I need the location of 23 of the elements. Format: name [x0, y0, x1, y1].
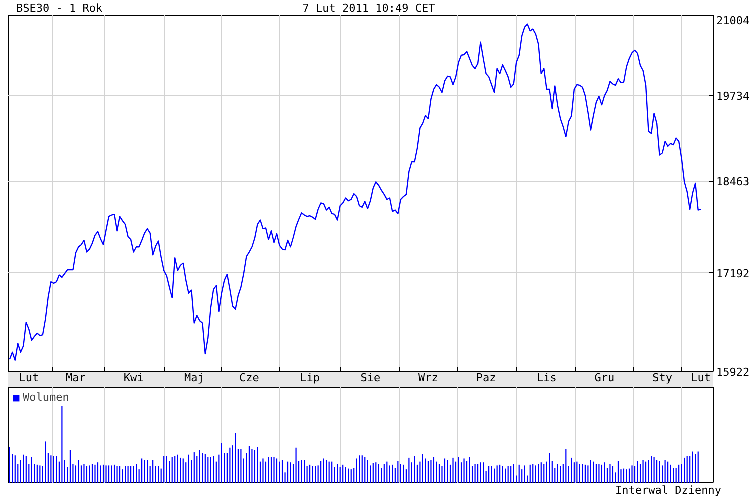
text: Interwal Dzienny	[616, 484, 722, 497]
x-tick-label: Sie	[360, 372, 381, 384]
x-tick-label: Sty	[652, 372, 673, 384]
chart-subtitle: 7 Lut 2011 10:49 CET	[302, 2, 436, 15]
x-tick-label: Lis	[536, 372, 557, 384]
chart-title: BSE30 - 1 Rok	[16, 2, 103, 15]
x-tick-label: Wrz	[418, 372, 438, 384]
x-tick-label: Lut	[19, 372, 40, 384]
x-tick-label: Paz	[476, 372, 496, 384]
x-tick-label: Lut	[691, 372, 712, 384]
line-series	[9, 24, 702, 362]
x-tick-label: Gru	[594, 372, 615, 384]
x-tick-label: Mar	[66, 372, 86, 384]
y-tick-label: 17192	[716, 267, 750, 280]
x-tick-label: Maj	[184, 372, 204, 384]
y-tick-label: 19734	[716, 90, 750, 104]
legend-label: Wolumen	[23, 391, 70, 404]
y-tick-label: 18463	[716, 176, 750, 189]
y-tick-label: 15922	[716, 366, 750, 379]
y-tick-label: 21004	[716, 14, 750, 28]
x-tick-label: Lip	[300, 372, 320, 384]
x-tick-label: Kwi	[124, 372, 144, 384]
x-tick-label: Cze	[240, 372, 260, 384]
